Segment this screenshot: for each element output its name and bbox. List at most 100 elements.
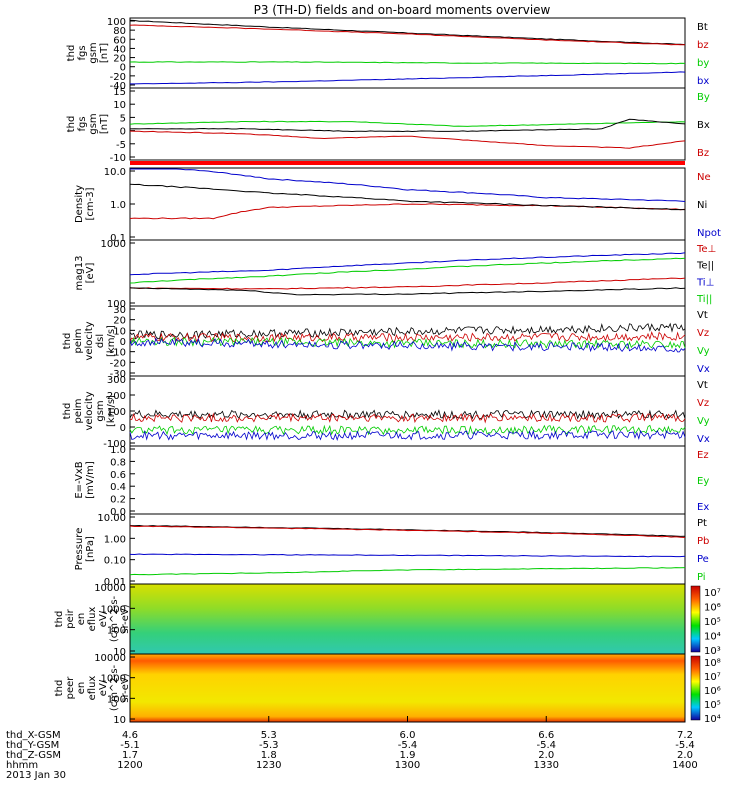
series-Ni [129, 183, 685, 211]
y-tick-label: 15 [113, 87, 126, 98]
y-tick-label: -30 [110, 369, 126, 380]
y-tick-label: 10.00 [97, 513, 126, 524]
legend-entry: Te|| [696, 261, 714, 272]
legend-entry: Bz [697, 148, 709, 159]
panel-frame [129, 17, 686, 89]
y-tick-label: 1.0 [110, 445, 126, 456]
y-axis-label: [mV/m] [85, 461, 96, 499]
y-axis-label: peim [73, 398, 84, 423]
series-Npot [130, 168, 686, 202]
y-axis-label: Pressure [74, 528, 85, 571]
y-tick-label: 20 [113, 316, 126, 327]
legend-entry: Ti⊥ [696, 277, 714, 288]
y-tick-label: 10000 [94, 653, 126, 664]
y-tick-label: 0.6 [110, 470, 126, 481]
y-axis-label: E=-VxB [74, 461, 85, 498]
x-row-value: 1400 [672, 760, 697, 771]
y-axis-label: en [76, 613, 87, 626]
y-axis-label: mag13 [74, 256, 85, 291]
series-bx [130, 71, 686, 85]
colorbar-label: 10⁴ [704, 632, 721, 643]
series-Vx [129, 337, 686, 353]
series-by [129, 61, 686, 65]
y-axis-label: peir [65, 608, 76, 628]
y-axis-label: thd [66, 45, 77, 62]
legend-entry: Vt [697, 310, 708, 321]
y-tick-label: 0.8 [110, 457, 126, 468]
y-tick-label: 0.10 [104, 556, 126, 567]
y-tick-label: -10 [110, 348, 126, 359]
panel-3: 10.0 1.0 0.1 Density [cm-3] Ne Ni Npot [74, 167, 721, 244]
y-axis-label: thd [66, 116, 77, 133]
x-row-value: 4.6 [122, 730, 138, 741]
y-axis-label: (cm^2-s- [109, 595, 120, 642]
y-axis-label: gsm [88, 42, 99, 63]
legend-entry: Ne [697, 172, 711, 183]
y-tick-label: 0 [120, 423, 126, 434]
x-row-value: 1300 [395, 760, 420, 771]
x-row-value: 1200 [117, 760, 142, 771]
y-axis-label: en [76, 682, 87, 695]
panel-8: 10.00 1.00 0.10 0.01 Pressure [nPa] Pt Pb Pe Pi [74, 513, 709, 588]
y-tick-label: -20 [110, 358, 126, 369]
legend-entry: bx [697, 76, 709, 87]
y-axis-label: peer [65, 676, 76, 700]
y-tick-label: 0.4 [110, 482, 126, 493]
y-tick-label: 60 [113, 35, 126, 46]
panel-frame [129, 239, 686, 307]
y-tick-label: 200 [107, 391, 126, 402]
plot-title: P3 (TH-D) fields and on-board moments ov… [254, 3, 551, 17]
series-Vy [129, 424, 686, 436]
series-Pe [129, 553, 686, 558]
panel-2: 15 10 5 0 -5 -10 thd fgs gsm [nT] By Bx Bz [66, 87, 710, 164]
panel-frame [129, 445, 686, 515]
y-axis-label: velocity [84, 391, 95, 430]
y-tick-label: 10000 [94, 583, 126, 594]
x-row-value: -5.3 [259, 740, 279, 751]
x-row-value: 6.6 [538, 730, 554, 741]
series-Vx [129, 429, 686, 441]
y-tick-label: 1000 [101, 604, 126, 615]
y-tick-label: 100 [107, 407, 126, 418]
y-tick-label: 100 [107, 626, 126, 637]
y-tick-label: 40 [113, 44, 126, 55]
legend-entry: Ni [697, 200, 707, 211]
series-bz [129, 24, 686, 46]
colorbar-label: 10⁸ [704, 658, 721, 669]
y-axis-label: [km/s] [106, 325, 117, 357]
y-tick-label: 0.0 [110, 507, 126, 518]
legend-entry: Ex [697, 502, 709, 513]
legend-entry: Vy [697, 416, 710, 427]
series-Bx [129, 118, 686, 133]
x-axis-table: thd_X-GSM 4.6 5.3 6.0 6.6 7.2 thd_Y-GSM -5.1 -5.… [6, 716, 698, 781]
series-Vt [129, 322, 686, 340]
y-axis-label: gsm [95, 400, 106, 421]
legend-entry: By [697, 92, 710, 103]
legend-entry: Pt [697, 518, 707, 529]
panel-10: 10⁸ 10⁷ 10⁶ 10⁵ 10⁴ 10000 1000 100 10 thd peer en ef… [54, 653, 721, 726]
series-Ti|| [129, 257, 686, 284]
legend-entry: Vz [697, 398, 709, 409]
y-tick-label: 10 [113, 715, 126, 726]
colorbar-label: 10⁷ [704, 672, 721, 683]
y-axis-label: gsm [88, 113, 99, 134]
x-row-value: -5.1 [120, 740, 140, 751]
y-tick-label: 20 [113, 54, 126, 65]
y-tick-label: 0.1 [110, 233, 126, 244]
colorbar-label: 10⁷ [704, 588, 721, 599]
flag-bar [130, 161, 685, 165]
legend-entry: Ti|| [696, 294, 712, 305]
colorbar [690, 655, 701, 721]
y-axis-label: fgs [77, 45, 88, 60]
y-tick-label: -5 [116, 140, 126, 151]
y-tick-label: 100 [107, 694, 126, 705]
y-tick-label: 100 [107, 299, 126, 310]
x-row-value: 2.0 [538, 750, 554, 761]
y-tick-label: 0 [120, 63, 126, 74]
x-row-value: 7.2 [677, 730, 693, 741]
y-tick-label: -40 [110, 81, 126, 92]
legend-entry: Te⊥ [696, 244, 716, 255]
